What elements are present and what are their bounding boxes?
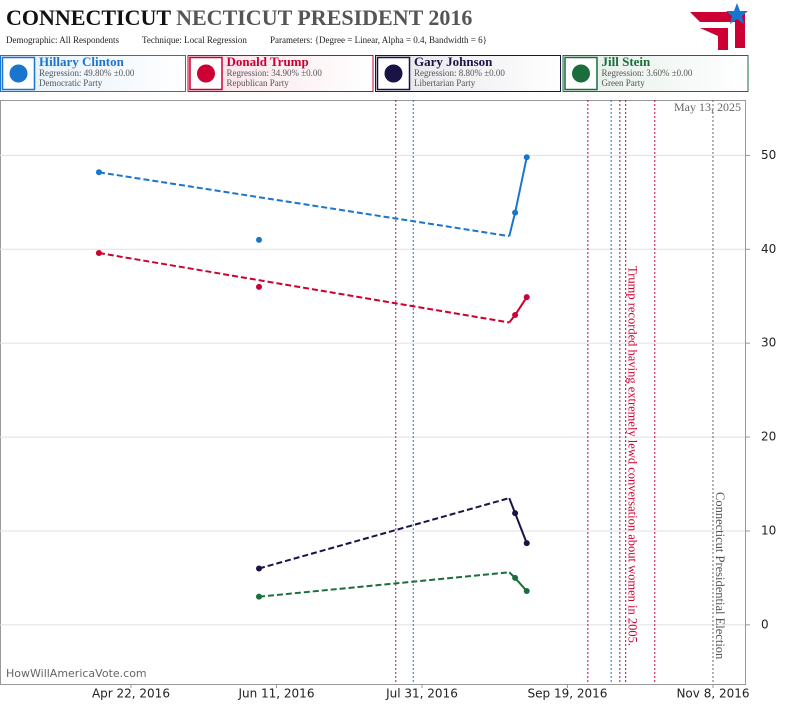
parameters: Parameters: {Degree = Linear, Alpha = 0.…	[270, 35, 487, 45]
poll-point	[523, 588, 530, 595]
legend-regression: Regression: 8.80% ±0.00	[414, 68, 505, 78]
title-rest: NECTICUT PRESIDENT 2016	[176, 5, 472, 30]
poll-point	[512, 574, 519, 581]
y-tick-label: 50	[761, 148, 776, 162]
annotation: Trump recorded having extremely lewd con…	[626, 266, 640, 646]
legend-icon-mark	[9, 64, 28, 83]
trend-line	[98, 171, 510, 238]
y-tick-label: 20	[761, 430, 776, 444]
legend-name: Hillary Clinton	[39, 54, 125, 69]
watermark: HowWillAmericaVote.com	[6, 667, 147, 680]
demographic: Demographic: All Respondents	[6, 35, 119, 45]
poll-point	[512, 510, 519, 517]
legend-name: Donald Trump	[227, 54, 309, 69]
poll-point	[523, 294, 530, 301]
technique: Technique: Local Regression	[142, 35, 247, 45]
legend-name: Gary Johnson	[414, 54, 493, 69]
legend-party: Democratic Party	[39, 78, 103, 88]
x-tick-label: Apr 22, 2016	[92, 687, 170, 701]
y-tick-label: 30	[761, 336, 776, 350]
trend-line	[98, 252, 510, 324]
y-tick-label: 0	[761, 617, 769, 631]
legend-party: Libertarian Party	[414, 78, 476, 88]
title: CONNECTICUT NECTICUT PRESIDENT 2016	[6, 5, 472, 30]
trend-line	[258, 571, 510, 598]
legend-icon-mark	[197, 64, 215, 83]
title-main: CONNECTICUT	[6, 5, 171, 30]
recent-line	[508, 296, 528, 324]
legend-icon-mark	[572, 64, 590, 83]
recent-line	[508, 497, 528, 544]
legend-regression: Regression: 34.90% ±0.00	[227, 68, 323, 78]
poll-point	[95, 250, 102, 257]
legend-regression: Regression: 3.60% ±0.00	[602, 68, 693, 78]
legend-icon-mark	[384, 64, 403, 83]
recent-line	[508, 571, 528, 592]
x-tick-label: Jul 31, 2016	[385, 687, 458, 701]
legend-party: Green Party	[602, 78, 646, 88]
poll-point	[256, 236, 263, 243]
legend-party: Republican Party	[227, 78, 290, 88]
y-tick-label: 10	[761, 523, 776, 537]
x-tick-label: Sep 19, 2016	[528, 687, 608, 701]
poll-point	[256, 565, 263, 572]
y-tick-label: 40	[761, 242, 776, 256]
x-tick-label: Nov 8, 2016	[676, 687, 749, 701]
poll-point	[523, 540, 530, 547]
logo	[690, 3, 748, 50]
poll-point	[512, 209, 519, 216]
legend-regression: Regression: 49.80% ±0.00	[39, 68, 135, 78]
trend-line	[258, 497, 510, 570]
date-stamp: May 13, 2025	[674, 100, 741, 114]
legend-name: Jill Stein	[602, 54, 652, 69]
poll-point	[256, 593, 263, 600]
recent-line	[508, 157, 528, 237]
plot-frame	[0, 100, 746, 685]
poll-point	[256, 283, 263, 290]
x-tick-label: Jun 11, 2016	[237, 687, 314, 701]
poll-point	[512, 312, 519, 319]
poll-point	[523, 154, 530, 161]
poll-point	[95, 169, 102, 176]
annotation: Connecticut Presidential Election	[713, 492, 727, 660]
